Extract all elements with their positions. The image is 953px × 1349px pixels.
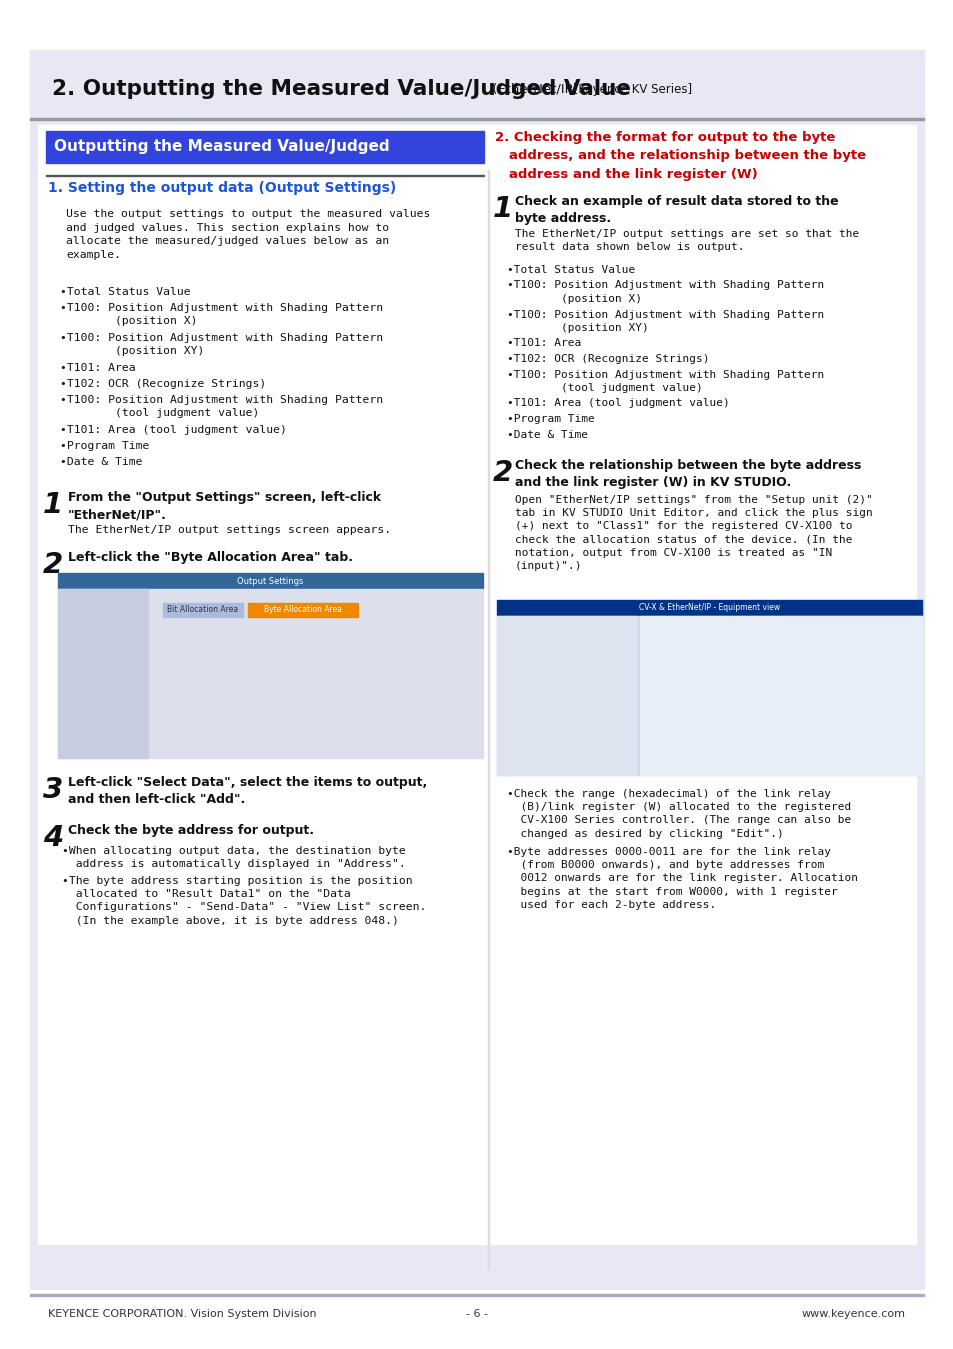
Text: •Byte addresses 0000-0011 are for the link relay
  (from B0000 onwards), and byt: •Byte addresses 0000-0011 are for the li… <box>506 847 857 909</box>
Text: Bit Allocation Area: Bit Allocation Area <box>168 606 238 615</box>
Bar <box>30 117 923 120</box>
Text: •When allocating output data, the destination byte
  address is automatically di: •When allocating output data, the destin… <box>62 846 405 869</box>
Text: •Check the range (hexadecimal) of the link relay
  (B)/link register (W) allocat: •Check the range (hexadecimal) of the li… <box>506 789 850 839</box>
Text: •T100: Position Adjustment with Shading Pattern
        (position XY): •T100: Position Adjustment with Shading … <box>60 333 383 356</box>
Bar <box>163 603 243 616</box>
Text: Use the output settings to output the measured values
and judged values. This se: Use the output settings to output the me… <box>66 209 430 260</box>
Text: 2. Checking the format for output to the byte
   address, and the relationship b: 2. Checking the format for output to the… <box>495 131 865 181</box>
Text: •Date & Time: •Date & Time <box>506 429 587 440</box>
Bar <box>497 616 921 774</box>
Text: Output Settings: Output Settings <box>237 576 303 585</box>
Text: The EtherNet/IP output settings are set so that the
result data shown below is o: The EtherNet/IP output settings are set … <box>515 229 859 252</box>
Bar <box>497 600 921 616</box>
Text: Byte Allocation Area: Byte Allocation Area <box>264 606 341 615</box>
Text: [Keyence KV Series]: [Keyence KV Series] <box>569 82 691 96</box>
Text: •Total Status Value: •Total Status Value <box>506 264 635 275</box>
Text: •T102: OCR (Recognize Strings): •T102: OCR (Recognize Strings) <box>506 353 709 364</box>
Text: •T100: Position Adjustment with Shading Pattern
        (tool judgment value): •T100: Position Adjustment with Shading … <box>60 395 383 418</box>
Bar <box>46 131 483 163</box>
Text: 1: 1 <box>493 196 513 223</box>
Bar <box>497 616 637 774</box>
Bar <box>58 590 482 758</box>
Text: •Program Time: •Program Time <box>506 414 594 424</box>
Bar <box>38 125 915 1244</box>
Text: CV-X & EtherNet/IP - Equipment view: CV-X & EtherNet/IP - Equipment view <box>639 603 780 612</box>
Text: Left-click "Select Data", select the items to output,
and then left-click "Add".: Left-click "Select Data", select the ite… <box>68 776 427 805</box>
Text: •T100: Position Adjustment with Shading Pattern
        (tool judgment value): •T100: Position Adjustment with Shading … <box>506 370 823 393</box>
Text: 2: 2 <box>43 550 63 579</box>
Text: Check an example of result data stored to the
byte address.: Check an example of result data stored t… <box>515 196 838 225</box>
Text: (EtherNet/IP): (EtherNet/IP) <box>488 82 578 96</box>
Text: KEYENCE CORPORATION. Vision System Division: KEYENCE CORPORATION. Vision System Divis… <box>48 1309 316 1319</box>
Text: •T101: Area: •T101: Area <box>60 363 135 374</box>
Text: •The byte address starting position is the position
  allocated to "Result Data1: •The byte address starting position is t… <box>62 876 426 925</box>
Text: 3: 3 <box>43 776 63 804</box>
Text: Check the byte address for output.: Check the byte address for output. <box>68 824 314 836</box>
Text: •T100: Position Adjustment with Shading Pattern
        (position XY): •T100: Position Adjustment with Shading … <box>506 309 823 333</box>
Text: •T100: Position Adjustment with Shading Pattern
        (position X): •T100: Position Adjustment with Shading … <box>506 281 823 304</box>
Bar <box>488 170 489 1269</box>
Text: The EtherNet/IP output settings screen appears.: The EtherNet/IP output settings screen a… <box>68 525 391 536</box>
Bar <box>30 1294 923 1295</box>
Text: •Total Status Value: •Total Status Value <box>60 287 191 297</box>
Text: Open "EtherNet/IP settings" from the "Setup unit (2)"
tab in KV STUDIO Unit Edit: Open "EtherNet/IP settings" from the "Se… <box>515 495 872 571</box>
Bar <box>30 50 923 117</box>
Text: www.keyence.com: www.keyence.com <box>801 1309 905 1319</box>
Text: - 6 -: - 6 - <box>465 1309 488 1319</box>
Text: •Program Time: •Program Time <box>60 441 150 451</box>
Text: •T101: Area (tool judgment value): •T101: Area (tool judgment value) <box>60 425 287 434</box>
Text: •T102: OCR (Recognize Strings): •T102: OCR (Recognize Strings) <box>60 379 266 389</box>
Text: 2: 2 <box>493 459 513 487</box>
Text: From the "Output Settings" screen, left-click
"EtherNet/IP".: From the "Output Settings" screen, left-… <box>68 491 381 521</box>
Text: 2. Outputting the Measured Value/Judged Value: 2. Outputting the Measured Value/Judged … <box>52 80 630 98</box>
Text: Check the relationship between the byte address
and the link register (W) in KV : Check the relationship between the byte … <box>515 459 861 488</box>
Text: •T100: Position Adjustment with Shading Pattern
        (position X): •T100: Position Adjustment with Shading … <box>60 304 383 326</box>
Bar <box>248 603 357 616</box>
Bar <box>58 590 148 758</box>
Bar <box>639 616 921 774</box>
Text: 1: 1 <box>43 491 63 519</box>
Text: 1. Setting the output data (Output Settings): 1. Setting the output data (Output Setti… <box>48 181 395 196</box>
Text: •T101: Area: •T101: Area <box>506 339 580 348</box>
Text: Outputting the Measured Value/Judged: Outputting the Measured Value/Judged <box>54 139 389 155</box>
Bar <box>58 573 482 590</box>
Text: 4: 4 <box>43 824 63 853</box>
Text: •Date & Time: •Date & Time <box>60 457 142 467</box>
Text: •T101: Area (tool judgment value): •T101: Area (tool judgment value) <box>506 398 729 409</box>
Text: Left-click the "Byte Allocation Area" tab.: Left-click the "Byte Allocation Area" ta… <box>68 550 353 564</box>
